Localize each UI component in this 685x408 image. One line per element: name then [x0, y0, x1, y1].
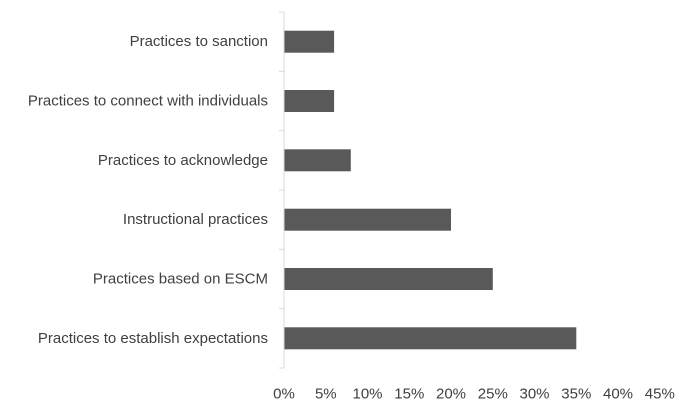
category-label: Practices to establish expectations	[38, 330, 268, 347]
category-label: Practices to connect with individuals	[28, 93, 268, 110]
axes-group	[279, 11, 285, 369]
x-tick-label: 10%	[352, 386, 382, 403]
x-tick-label: 40%	[603, 386, 633, 403]
x-tick-label: 25%	[478, 386, 508, 403]
bar	[284, 327, 577, 350]
bar	[284, 90, 335, 112]
bar	[284, 30, 335, 53]
category-label: Practices based on ESCM	[93, 271, 268, 288]
category-label: Practices to sanction	[130, 33, 268, 50]
category-label: Instructional practices	[123, 211, 268, 228]
bar	[284, 149, 351, 172]
category-label: Practices to acknowledge	[98, 152, 268, 169]
x-tick-label: 35%	[561, 386, 591, 403]
x-tick-label: 0%	[273, 386, 295, 403]
x-tick-label: 30%	[519, 386, 549, 403]
labels-group: Practices to sanction Practices to connec…	[28, 33, 675, 402]
x-tick-label: 15%	[394, 386, 424, 403]
bars-group	[284, 30, 577, 350]
x-tick-label: 20%	[436, 386, 466, 403]
bar	[284, 208, 451, 231]
x-tick-label: 5%	[315, 386, 337, 403]
bar	[284, 268, 493, 290]
x-tick-label: 45%	[645, 386, 675, 403]
